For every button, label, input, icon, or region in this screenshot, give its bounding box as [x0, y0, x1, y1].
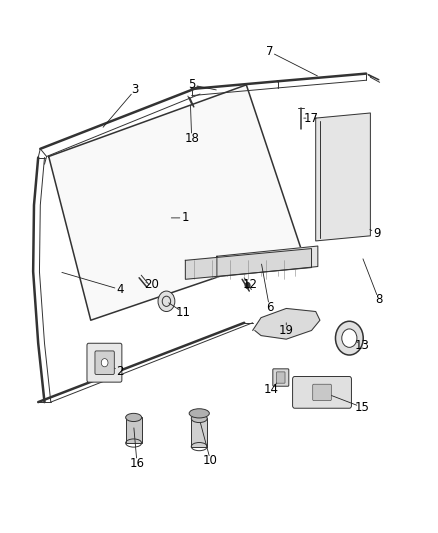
Text: 5: 5 — [188, 78, 195, 91]
Text: 15: 15 — [354, 401, 369, 414]
Text: 8: 8 — [375, 293, 382, 306]
Text: 14: 14 — [264, 383, 279, 396]
Text: 19: 19 — [279, 324, 294, 337]
Circle shape — [336, 321, 363, 355]
Polygon shape — [316, 113, 371, 241]
Text: 10: 10 — [203, 455, 218, 467]
FancyBboxPatch shape — [95, 351, 114, 375]
Polygon shape — [253, 309, 320, 339]
Ellipse shape — [191, 414, 207, 423]
Text: 18: 18 — [184, 132, 199, 145]
Text: 1: 1 — [182, 212, 189, 224]
Text: 20: 20 — [144, 278, 159, 291]
FancyBboxPatch shape — [293, 376, 351, 408]
Polygon shape — [185, 248, 311, 279]
Polygon shape — [217, 246, 318, 277]
FancyBboxPatch shape — [273, 369, 289, 386]
FancyBboxPatch shape — [313, 384, 331, 401]
Circle shape — [158, 291, 175, 311]
Text: 13: 13 — [354, 340, 369, 352]
Text: 12: 12 — [243, 278, 258, 291]
Text: 11: 11 — [176, 306, 191, 319]
Text: 16: 16 — [130, 457, 145, 470]
FancyBboxPatch shape — [87, 343, 122, 382]
Ellipse shape — [189, 409, 209, 418]
Text: 6: 6 — [266, 301, 273, 314]
Ellipse shape — [126, 414, 141, 422]
Polygon shape — [49, 85, 301, 320]
Circle shape — [245, 282, 250, 288]
Circle shape — [342, 329, 357, 348]
Circle shape — [101, 359, 108, 367]
Text: 17: 17 — [304, 111, 319, 125]
Text: 4: 4 — [117, 283, 124, 296]
Text: 7: 7 — [266, 45, 273, 58]
Text: 9: 9 — [373, 227, 381, 240]
Text: 2: 2 — [117, 365, 124, 378]
Bar — [126, 417, 141, 443]
FancyBboxPatch shape — [277, 372, 285, 383]
Bar — [191, 418, 207, 447]
Text: 3: 3 — [131, 84, 138, 96]
